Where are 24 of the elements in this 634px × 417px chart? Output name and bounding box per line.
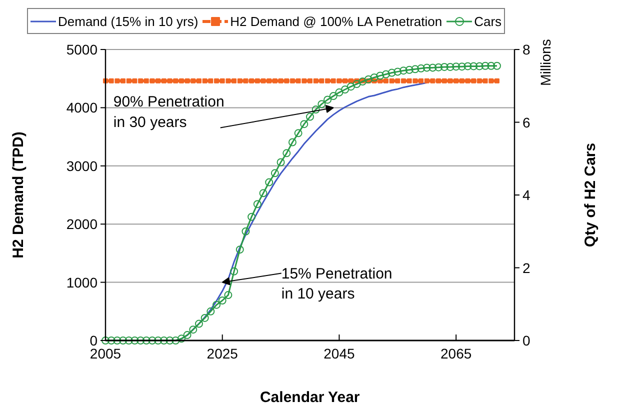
x-tick-label: 2005 [90,346,122,362]
y-axis-title: H2 Demand (TPD) [10,132,27,258]
legend-label: H2 Demand @ 100% LA Penetration [230,14,442,28]
y-tick-label: 5000 [66,42,98,58]
x-tick-label: 2025 [206,346,238,362]
y-tick-label: 1000 [66,274,98,290]
y-tick-label: 0 [90,332,98,348]
annotation: 15% Penetration in 10 years [281,265,392,303]
text: Millions [538,39,554,86]
y2-tick-label: 4 [522,187,530,203]
y-tick-label: 3000 [66,158,98,174]
x-tick-label: 2045 [324,346,355,362]
y2-axis-title: Qty of H2 Cars [582,142,599,248]
y-tick-label: 4000 [66,100,98,116]
annotation: 90% Penetration in 30 years [113,94,224,132]
y2-tick-label: 0 [522,332,530,348]
y2-tick-label: 8 [522,42,530,58]
legend-label: Cars [474,14,502,28]
y-tick-label: 2000 [66,216,98,232]
legend-label: Demand (15% in 10 yrs) [58,14,198,28]
y2-tick-label: 6 [522,114,530,130]
x-axis-title: Calendar Year [260,389,360,406]
x-tick-label: 2065 [440,346,472,362]
y2-tick-label: 2 [522,260,530,276]
